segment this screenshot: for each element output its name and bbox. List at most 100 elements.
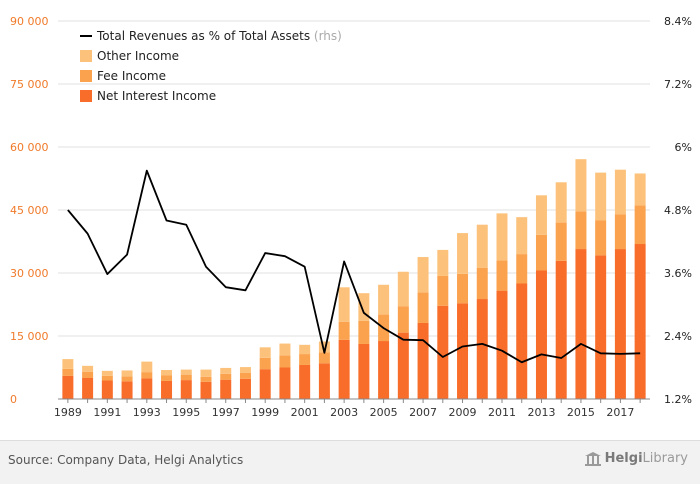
line-series	[67, 169, 641, 364]
bar-segment	[338, 287, 350, 322]
x-tick-label: 1999	[251, 406, 279, 419]
bar-segment	[141, 372, 153, 379]
y-left-tick-label: 30 000	[10, 267, 49, 280]
bar-segment	[634, 244, 646, 399]
brand-name-part2: Library	[642, 451, 688, 466]
bar-segment	[397, 332, 409, 399]
bar-segment	[575, 211, 587, 250]
bar-segment	[82, 365, 94, 372]
bar-segment	[299, 344, 311, 355]
legend-swatch	[80, 70, 92, 82]
x-tick-label: 2009	[449, 406, 477, 419]
bar-segment	[82, 378, 94, 399]
bar-segment	[200, 381, 212, 399]
legend: Total Revenues as % of Total Assets (rhs…	[80, 29, 342, 103]
bar-segment	[239, 367, 251, 373]
bar-segment	[180, 374, 192, 381]
bar-segment	[121, 381, 133, 399]
bar-segment	[62, 368, 74, 376]
bar-segment	[555, 222, 567, 261]
bar-segment	[338, 339, 350, 399]
bar-segment	[101, 380, 113, 399]
bar-segment	[299, 364, 311, 399]
bar-segment	[614, 214, 626, 250]
y-left-tick-label: 75 000	[10, 78, 49, 91]
x-tick-label: 1995	[172, 406, 200, 419]
bar-segment	[614, 249, 626, 399]
bar-segment	[378, 284, 390, 315]
bar-segment	[220, 373, 232, 380]
bar-segment	[200, 369, 212, 377]
bar-segment	[200, 376, 212, 382]
bar-segment	[496, 213, 508, 261]
bar-segment	[634, 173, 646, 206]
bar-segment	[457, 233, 469, 274]
y-right-tick-label: 2.4%	[664, 330, 692, 343]
x-tick-label: 1991	[93, 406, 121, 419]
bar-segment	[161, 375, 173, 381]
y-left-tick-label: 0	[10, 393, 17, 406]
bar-segment	[437, 249, 449, 276]
y-right-tick-label: 3.6%	[664, 267, 692, 280]
bar-segment	[121, 376, 133, 382]
bar-segment	[220, 367, 232, 374]
bar-segment	[161, 370, 173, 376]
bar-segment	[516, 283, 528, 399]
x-tick-label: 2005	[370, 406, 398, 419]
bar-segment	[437, 275, 449, 306]
x-tick-label: 2015	[567, 406, 595, 419]
bar-segment	[437, 305, 449, 399]
bar-segment	[279, 355, 291, 368]
bar-segment	[279, 343, 291, 356]
bar-segment	[417, 322, 429, 399]
bar-segment	[180, 380, 192, 399]
y-left-tick-label: 15 000	[10, 330, 49, 343]
revenue-ratio-line	[67, 169, 641, 364]
x-tick-label: 2011	[488, 406, 516, 419]
y-right-tick-label: 7.2%	[664, 78, 692, 91]
bar-segment	[575, 249, 587, 399]
bar-segment	[516, 254, 528, 284]
brand-logo[interactable]: HelgiLibrary	[584, 451, 688, 466]
legend-label: Total Revenues as % of Total Assets (rhs…	[96, 29, 342, 43]
bar-segment	[82, 371, 94, 378]
legend-rhs-suffix: (rhs)	[310, 29, 342, 43]
y-left-tick-label: 45 000	[10, 204, 49, 217]
footer: Source: Company Data, Helgi Analytics He…	[0, 440, 700, 484]
bar-segment	[141, 378, 153, 399]
bar-segment	[62, 375, 74, 399]
bar-segment	[634, 205, 646, 245]
bar-segment	[279, 367, 291, 399]
bar-segment	[595, 172, 607, 221]
y-left-tick-label: 90 000	[10, 15, 49, 28]
legend-swatch	[80, 90, 92, 102]
library-icon	[584, 451, 601, 466]
x-tick-label: 2007	[409, 406, 437, 419]
bar-segment	[476, 267, 488, 300]
bar-segment	[338, 321, 350, 340]
bar-segment	[397, 271, 409, 307]
source-note: Source: Company Data, Helgi Analytics	[8, 453, 244, 467]
bar-segment	[516, 217, 528, 255]
bar-segment	[121, 370, 133, 377]
bar-segment	[101, 375, 113, 381]
bar-segment	[259, 347, 271, 358]
bar-segment	[555, 182, 567, 223]
bar-segment	[378, 341, 390, 399]
bar-segment	[457, 303, 469, 399]
bar-segment	[595, 220, 607, 256]
legend-swatch	[80, 50, 92, 62]
y-right-tick-label: 1.2%	[664, 393, 692, 406]
bar-segment	[141, 361, 153, 373]
y-right-tick-label: 4.8%	[664, 204, 692, 217]
bar-segment	[417, 257, 429, 293]
x-tick-label: 2003	[330, 406, 358, 419]
bar-segment	[496, 260, 508, 291]
bar-segment	[496, 290, 508, 399]
bar-segment	[535, 195, 547, 235]
bar-segment	[161, 380, 173, 399]
y-right-tick-label: 6%	[675, 141, 692, 154]
y-left-tick-label: 60 000	[10, 141, 49, 154]
bar-segment	[318, 352, 330, 364]
bar-segment	[62, 359, 74, 369]
